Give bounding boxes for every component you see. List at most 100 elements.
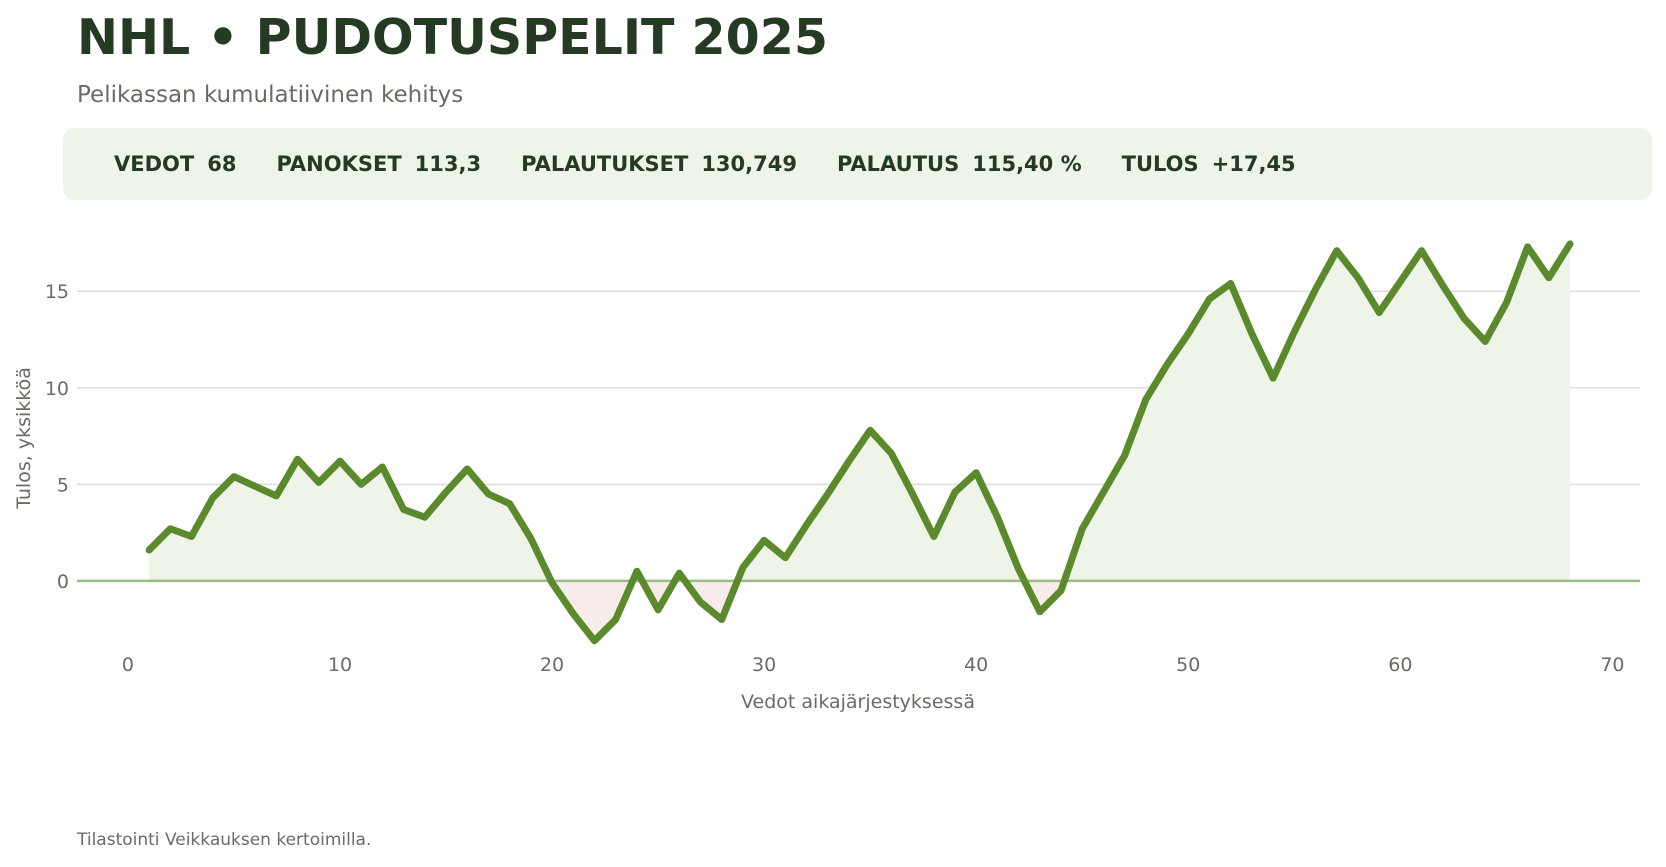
- stat-label: PANOKSET: [276, 152, 402, 176]
- data-point: [1206, 296, 1212, 302]
- negative-area: [149, 580, 1571, 641]
- data-point: [910, 491, 916, 497]
- data-point: [1355, 275, 1361, 281]
- data-point: [1270, 375, 1276, 381]
- x-tick-label: 70: [1600, 654, 1624, 676]
- y-tick-label: 5: [57, 474, 69, 496]
- data-point: [337, 458, 343, 464]
- stat-label: TULOS: [1121, 152, 1199, 176]
- data-point: [295, 456, 301, 462]
- data-point: [570, 611, 576, 617]
- data-point: [634, 568, 640, 574]
- data-point: [591, 638, 597, 644]
- data-point: [379, 464, 385, 470]
- cumulative-result-chart: 0 5 10 15 0 10 20 30 40 50 60 70 Vedot aikajärjesty…: [13, 240, 1640, 713]
- data-point: [1397, 279, 1403, 285]
- x-tick-label: 10: [328, 654, 352, 676]
- stat-bets: VEDOT 68: [114, 152, 236, 176]
- data-point: [1228, 281, 1234, 287]
- data-point: [507, 501, 513, 507]
- stat-stakes: PANOKSET 113,3: [276, 152, 481, 176]
- data-point: [1143, 396, 1149, 402]
- data-point: [1016, 566, 1022, 572]
- data-point: [549, 580, 555, 586]
- data-point: [1419, 248, 1425, 254]
- stat-label: PALAUTUKSET: [521, 152, 689, 176]
- data-point: [189, 533, 195, 539]
- data-point: [1164, 362, 1170, 368]
- data-point: [273, 493, 279, 499]
- data-point: [210, 495, 216, 501]
- data-point: [1058, 588, 1064, 594]
- data-point: [1503, 300, 1509, 306]
- data-point: [804, 522, 810, 528]
- x-tick-label: 30: [752, 654, 776, 676]
- data-point: [698, 599, 704, 605]
- data-point: [1567, 241, 1573, 247]
- stat-value: 68: [207, 152, 237, 176]
- data-point: [973, 470, 979, 476]
- data-point: [613, 617, 619, 623]
- cumulative-result-line: [145, 240, 1574, 645]
- stat-label: PALAUTUS: [836, 152, 960, 176]
- x-tick-label: 60: [1388, 654, 1412, 676]
- data-point: [1313, 286, 1319, 292]
- data-point: [761, 537, 767, 543]
- tick-labels: 0 5 10 15 0 10 20 30 40 50 60 70: [45, 281, 1625, 676]
- y-tick-label: 10: [45, 378, 69, 400]
- data-point: [719, 617, 725, 623]
- stat-return-rate: PALAUTUS 115,40 %: [837, 152, 1082, 176]
- x-tick-label: 50: [1176, 654, 1200, 676]
- data-point: [1376, 309, 1382, 315]
- stat-value: 130,749: [701, 152, 797, 176]
- stat-value: +17,45: [1211, 152, 1296, 176]
- y-tick-label: 15: [45, 281, 69, 303]
- stat-result: TULOS +17,45: [1122, 152, 1296, 176]
- stat-label: VEDOT: [114, 152, 195, 176]
- data-point: [994, 514, 1000, 520]
- data-point: [655, 607, 661, 613]
- data-point: [422, 514, 428, 520]
- data-point: [1100, 489, 1106, 495]
- data-point: [528, 535, 534, 541]
- data-point: [676, 570, 682, 576]
- data-point: [401, 506, 407, 512]
- data-point: [825, 491, 831, 497]
- data-point: [464, 466, 470, 472]
- footer-note: Tilastointi Veikkauksen kertoimilla.: [77, 830, 372, 850]
- data-point: [1185, 331, 1191, 337]
- x-tick-label: 40: [964, 654, 988, 676]
- x-tick-label: 0: [122, 654, 134, 676]
- data-point: [252, 483, 258, 489]
- data-point: [740, 564, 746, 570]
- data-point: [1079, 526, 1085, 532]
- data-point: [1525, 244, 1531, 250]
- data-point: [1482, 338, 1488, 344]
- data-point: [358, 481, 364, 487]
- data-point: [1122, 452, 1128, 458]
- area-fills: [149, 243, 1571, 641]
- data-point: [1249, 331, 1255, 337]
- stat-value: 115,40 %: [972, 152, 1082, 176]
- data-point: [1546, 275, 1552, 281]
- data-point: [443, 489, 449, 495]
- data-point: [1440, 282, 1446, 288]
- data-point: [167, 526, 173, 532]
- data-point: [146, 547, 152, 553]
- x-tick-label: 20: [540, 654, 564, 676]
- data-point: [1037, 609, 1043, 615]
- data-point: [316, 479, 322, 485]
- y-axis-label: Tulos, yksikköä: [13, 367, 35, 510]
- data-point: [931, 533, 937, 539]
- chart-subtitle: Pelikassan kumulatiivinen kehitys: [77, 82, 464, 108]
- data-point: [1461, 315, 1467, 321]
- x-axis-label: Vedot aikajärjestyksessä: [741, 691, 975, 713]
- data-point: [485, 491, 491, 497]
- stats-bar: VEDOT 68 PANOKSET 113,3 PALAUTUKSET 130,749…: [63, 128, 1652, 200]
- stat-value: 113,3: [414, 152, 482, 176]
- data-point: [846, 458, 852, 464]
- data-point: [782, 555, 788, 561]
- series-line: [145, 240, 1574, 645]
- chart-title: NHL • PUDOTUSPELIT 2025: [77, 9, 828, 66]
- data-point: [867, 427, 873, 433]
